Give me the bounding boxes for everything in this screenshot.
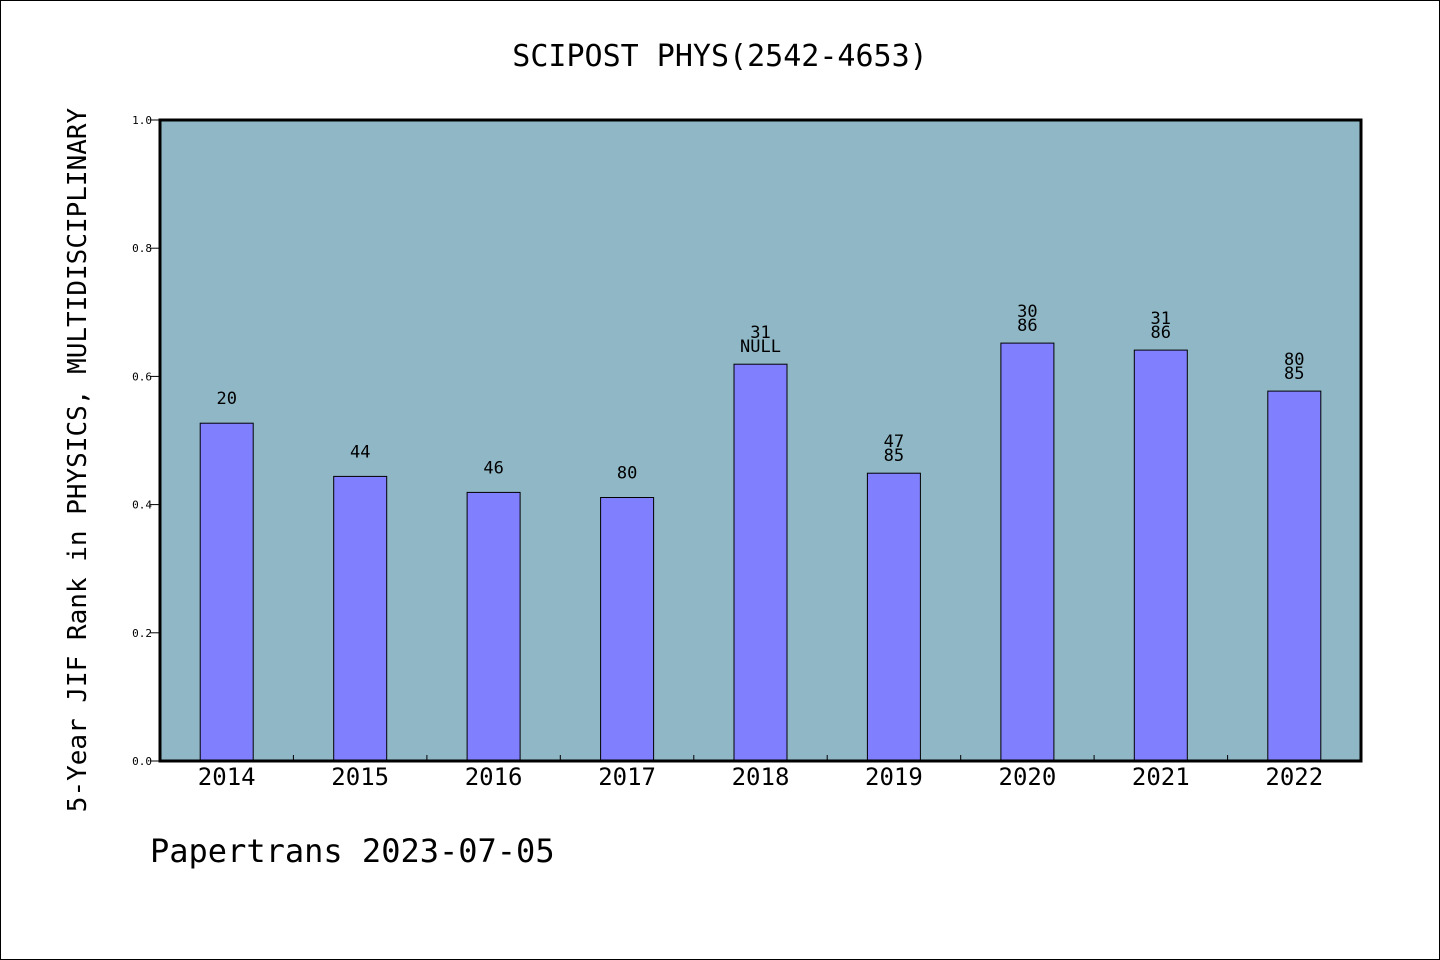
bar-label-2016-1: 46 — [483, 458, 503, 478]
bar-label-2019-2: 85 — [884, 446, 904, 466]
bar-2014 — [199, 422, 254, 762]
plot-border — [158, 118, 1363, 763]
bar-label-2015-1: 44 — [350, 442, 370, 462]
bar-label-2022-2: 85 — [1284, 364, 1304, 384]
y-tick-label-0.4: 0.4 — [132, 499, 152, 512]
bar-2016 — [466, 491, 521, 762]
y-tick-label-0.0: 0.0 — [132, 755, 152, 768]
y-tick-label-0.8: 0.8 — [132, 242, 152, 255]
bar-label-2022-1: 80 — [1284, 350, 1304, 370]
y-tick-label-0.2: 0.2 — [132, 627, 152, 640]
y-axis-ticks: 0.0 0.2 0.4 0.6 0.8 1.0 — [132, 114, 160, 768]
bar-2019 — [866, 472, 921, 762]
bar-label-2021-2: 86 — [1151, 323, 1171, 343]
bar-2018 — [733, 363, 788, 762]
bar-label-2019-1: 47 — [884, 432, 904, 452]
footer-note: Papertrans 2023-07-05 — [150, 832, 555, 870]
chart-title: SCIPOST PHYS(2542-4653) — [512, 39, 927, 74]
bar-2020 — [1000, 342, 1055, 762]
bar-label-2020-2: 86 — [1017, 316, 1037, 336]
x-tick-label-2022: 2022 — [1265, 763, 1323, 791]
bar-2021 — [1133, 349, 1188, 762]
bar-label-2017-1: 80 — [617, 464, 637, 484]
bar-series — [199, 342, 1322, 762]
bar-2017 — [600, 497, 655, 762]
y-tick-label-0.6: 0.6 — [132, 370, 152, 383]
x-tick-label-2020: 2020 — [999, 763, 1057, 791]
x-tick-label-2016: 2016 — [465, 763, 523, 791]
x-tick-label-2019: 2019 — [865, 763, 923, 791]
bar-label-2020-1: 30 — [1017, 302, 1037, 322]
y-tick-label-1.0: 1.0 — [132, 114, 152, 127]
bar-label-2021-1: 31 — [1151, 309, 1171, 329]
bar-label-2014-1: 20 — [216, 389, 236, 409]
bar-label-2018-2: NULL — [740, 337, 781, 357]
x-axis-ticks: 2014 2015 2016 2017 2018 2019 2020 2021 2022 — [198, 755, 1323, 791]
x-tick-label-2017: 2017 — [598, 763, 656, 791]
x-tick-label-2014: 2014 — [198, 763, 256, 791]
y-axis-label: 5-Year JIF Rank in PHYSICS, MULTIDISCIPL… — [63, 107, 93, 812]
x-tick-label-2018: 2018 — [732, 763, 790, 791]
bar-2022 — [1267, 390, 1322, 762]
x-tick-label-2015: 2015 — [331, 763, 389, 791]
bar-2015 — [333, 475, 388, 762]
bar-label-2018-1: 31 — [750, 323, 770, 343]
x-tick-label-2021: 2021 — [1132, 763, 1190, 791]
